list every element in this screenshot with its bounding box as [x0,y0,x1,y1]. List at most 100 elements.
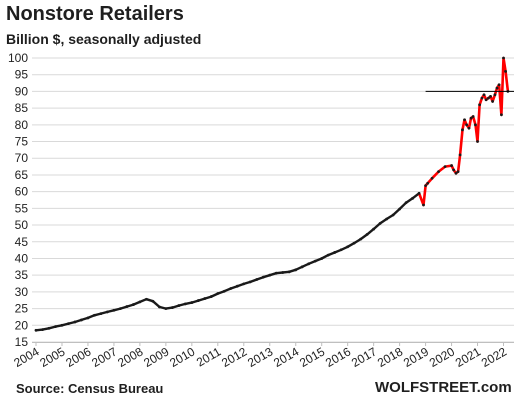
data-point [190,301,194,304]
data-point [67,322,70,326]
series-line-recent [417,56,510,207]
data-point [235,284,239,288]
chart-subtitle: Billion $, seasonally adjusted [6,31,202,47]
data-point [261,275,265,279]
data-point [437,170,440,174]
data-point [73,320,77,324]
data-point [461,128,464,132]
data-point [452,168,456,172]
grid-layer [32,57,514,343]
data-point [491,100,494,103]
data-point [125,305,129,308]
data-point [500,113,503,117]
data-point [164,307,168,310]
data-point [482,93,486,97]
data-point [119,307,122,310]
data-point [170,306,174,309]
data-point [222,289,226,293]
y-tick-label: 95 [15,68,29,82]
data-point [426,181,430,185]
data-point [411,196,415,200]
data-point [404,201,408,205]
data-point [229,287,233,290]
y-tick-label: 25 [15,302,29,316]
data-point [352,241,356,245]
series-line-early [35,192,420,332]
data-point [281,271,285,274]
data-point [430,176,434,180]
series-layer [34,56,510,332]
data-point [467,126,471,130]
data-point [493,93,497,97]
data-point [157,305,161,309]
data-point [502,56,505,60]
data-point [196,299,200,302]
data-point [320,257,324,260]
data-point [417,191,421,195]
data-point [359,237,363,241]
data-point [478,103,482,107]
data-point [138,300,142,304]
data-point [450,164,453,167]
data-point [372,227,376,231]
data-point [209,295,213,298]
data-point [106,310,109,314]
y-tick-label: 20 [15,318,29,332]
y-tick-label: 40 [15,251,29,265]
axis-layer: 1520253035404550556065707580859095100200… [8,51,514,370]
data-point [422,203,425,207]
data-point [177,304,181,307]
data-point [47,326,51,330]
data-point [99,312,103,315]
data-point [274,271,278,275]
data-point [255,278,259,281]
y-tick-label: 45 [15,235,29,249]
data-point [476,140,479,143]
brand-label: WOLFSTREET.com [375,379,512,396]
data-point [398,207,402,211]
y-tick-label: 85 [15,101,29,115]
data-point [307,262,311,266]
data-point [378,221,382,225]
y-tick-label: 90 [15,84,29,98]
data-point [465,123,469,127]
data-point [365,233,369,236]
data-point [300,265,304,269]
y-tick-label: 65 [15,168,29,182]
data-point [385,217,389,221]
data-point [391,213,395,217]
x-tick-label: 2022 [479,344,509,370]
data-point [294,268,298,272]
data-point [339,248,343,252]
data-point [131,303,135,306]
data-point [86,316,90,320]
data-point [333,251,337,254]
data-point [495,86,499,90]
data-point [458,153,462,157]
y-tick-label: 70 [15,151,29,165]
data-point [144,297,148,301]
data-point [484,98,488,102]
data-point [34,328,38,332]
data-point [469,116,473,120]
data-point [268,273,272,277]
data-point [203,297,207,300]
data-point [112,308,116,312]
data-point [60,323,64,327]
data-point [80,318,83,322]
y-tick-label: 55 [15,201,29,215]
data-point [216,292,220,295]
data-point [480,96,484,100]
data-point [287,270,291,274]
source-note: Source: Census Bureau [16,381,164,396]
data-point [456,170,460,174]
data-point [346,245,350,249]
data-point [183,302,187,306]
y-tick-label: 100 [8,51,28,65]
data-point [248,280,252,284]
data-point [151,299,155,303]
data-point [487,96,490,100]
y-tick-label: 75 [15,135,29,149]
data-point [463,118,466,122]
